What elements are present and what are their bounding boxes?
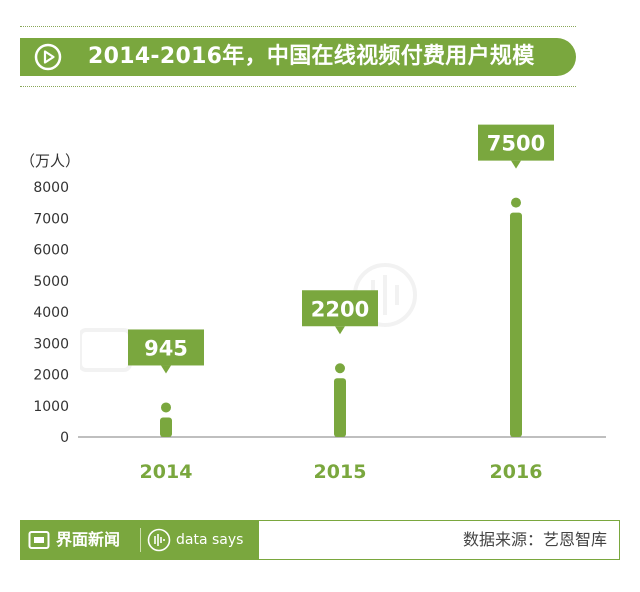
footer-source-panel: 数据来源：艺恩智库 — [258, 520, 620, 560]
bar — [334, 378, 346, 437]
x-tick-label: 2015 — [314, 461, 367, 483]
play-circle-icon — [34, 43, 62, 71]
chart-title: 2014-2016年，中国在线视频付费用户规模 — [88, 44, 535, 69]
x-tick-label: 2016 — [490, 461, 543, 483]
brand-name: 界面新闻 — [56, 530, 121, 549]
y-tick-label: 6000 — [33, 243, 69, 259]
y-tick-label: 7000 — [33, 211, 69, 227]
y-tick-label: 0 — [60, 430, 69, 446]
x-tick-label: 2014 — [140, 461, 193, 483]
y-tick-label: 2000 — [33, 368, 69, 384]
y-tick-label: 8000 — [33, 180, 69, 196]
footer-brand-panel: 界面新闻 data says — [20, 520, 258, 560]
data-label: 945 — [144, 336, 188, 360]
bar — [160, 417, 172, 437]
footer-divider — [140, 528, 141, 552]
data-label-box — [478, 124, 554, 161]
y-tick-label: 4000 — [33, 305, 69, 321]
data-label: 7500 — [487, 132, 545, 156]
bar-dot — [511, 197, 521, 208]
data-label-box — [128, 329, 204, 366]
data-says-icon — [147, 528, 171, 552]
y-tick-label: 3000 — [33, 336, 69, 352]
data-label-pointer — [335, 326, 345, 335]
bar-chart: 0 1000 2000 3000 4000 5000 6000 7000 8000 945 2014… — [33, 124, 606, 483]
y-axis-unit: （万人） — [20, 152, 81, 170]
data-label-pointer — [161, 365, 171, 374]
bar-dot — [335, 363, 345, 374]
title-top-divider — [20, 26, 576, 27]
data-label-box — [302, 290, 378, 327]
bar-dot — [161, 402, 171, 413]
y-tick-label: 1000 — [33, 399, 69, 415]
jiemian-logo-icon — [28, 531, 50, 549]
data-source: 数据来源：艺恩智库 — [462, 530, 607, 549]
title-bar: 2014-2016年，中国在线视频付费用户规模 — [20, 38, 576, 76]
title-bottom-divider — [20, 86, 576, 87]
data-label: 2200 — [311, 297, 369, 321]
bar — [510, 212, 522, 437]
sub-brand: data says — [176, 532, 244, 548]
data-label-pointer — [511, 160, 521, 169]
y-tick-label: 5000 — [33, 274, 69, 290]
